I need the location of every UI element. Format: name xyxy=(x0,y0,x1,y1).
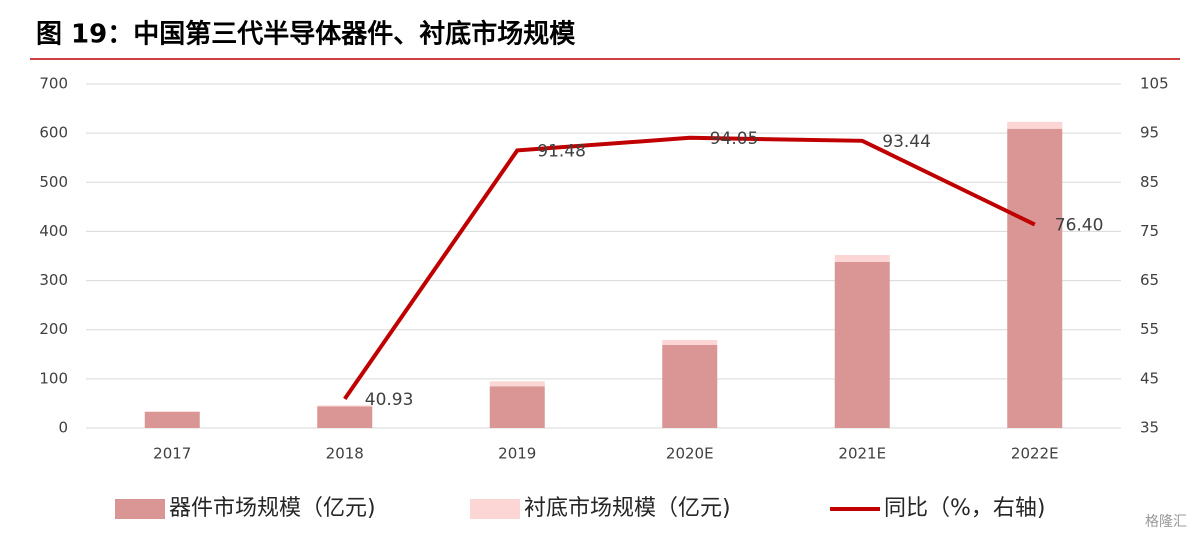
legend-swatch xyxy=(115,499,165,519)
y-tick-label: 300 xyxy=(39,271,68,289)
y-tick-label: 100 xyxy=(39,369,68,387)
legend-label: 同比（%，右轴) xyxy=(884,496,1046,521)
x-tick-label: 2019 xyxy=(498,445,536,463)
watermark: 格隆汇 xyxy=(1145,514,1187,530)
y-tick-label: 0 xyxy=(58,419,68,437)
y-tick-label: 400 xyxy=(39,222,68,240)
legend-label: 衬底市场规模（亿元) xyxy=(524,496,731,521)
bar xyxy=(489,386,545,428)
line xyxy=(343,135,1036,400)
y2-tick-label: 55 xyxy=(1140,320,1159,338)
x-tick-label: 2018 xyxy=(326,445,364,463)
bar xyxy=(144,411,200,428)
bar xyxy=(1007,128,1063,428)
bar xyxy=(1007,121,1063,129)
x-tick-label: 2017 xyxy=(153,445,191,463)
y2-tick-label: 75 xyxy=(1140,222,1159,240)
x-tick-label: 2021E xyxy=(838,445,886,463)
x-tick-label: 2022E xyxy=(1011,445,1059,463)
y2-tick-label: 35 xyxy=(1140,419,1159,437)
legend-label: 器件市场规模（亿元) xyxy=(169,496,376,521)
y2-tick-label: 105 xyxy=(1140,75,1169,93)
bar xyxy=(834,255,890,262)
y-tick-label: 700 xyxy=(39,75,68,93)
bar xyxy=(662,340,718,345)
x-tick-label: 2020E xyxy=(666,445,714,463)
data-label: 76.40 xyxy=(1055,216,1104,236)
bar xyxy=(489,381,545,387)
y2-tick-label: 85 xyxy=(1140,173,1159,191)
bar xyxy=(834,261,890,428)
y2-tick-label: 45 xyxy=(1140,369,1159,387)
bar xyxy=(317,406,373,428)
legend-swatch xyxy=(470,499,520,519)
data-label: 91.48 xyxy=(537,141,586,161)
y2-tick-label: 95 xyxy=(1140,124,1159,142)
data-label: 94.05 xyxy=(710,129,759,149)
y-tick-label: 200 xyxy=(39,320,68,338)
data-label: 93.44 xyxy=(882,132,931,152)
y-tick-label: 600 xyxy=(39,124,68,142)
bar xyxy=(662,344,718,428)
data-label: 40.93 xyxy=(365,390,414,410)
y2-tick-label: 65 xyxy=(1140,271,1159,289)
chart-title: 图 19：中国第三代半导体器件、衬底市场规模 xyxy=(36,19,576,50)
y-tick-label: 500 xyxy=(39,173,68,191)
bar xyxy=(317,405,373,407)
